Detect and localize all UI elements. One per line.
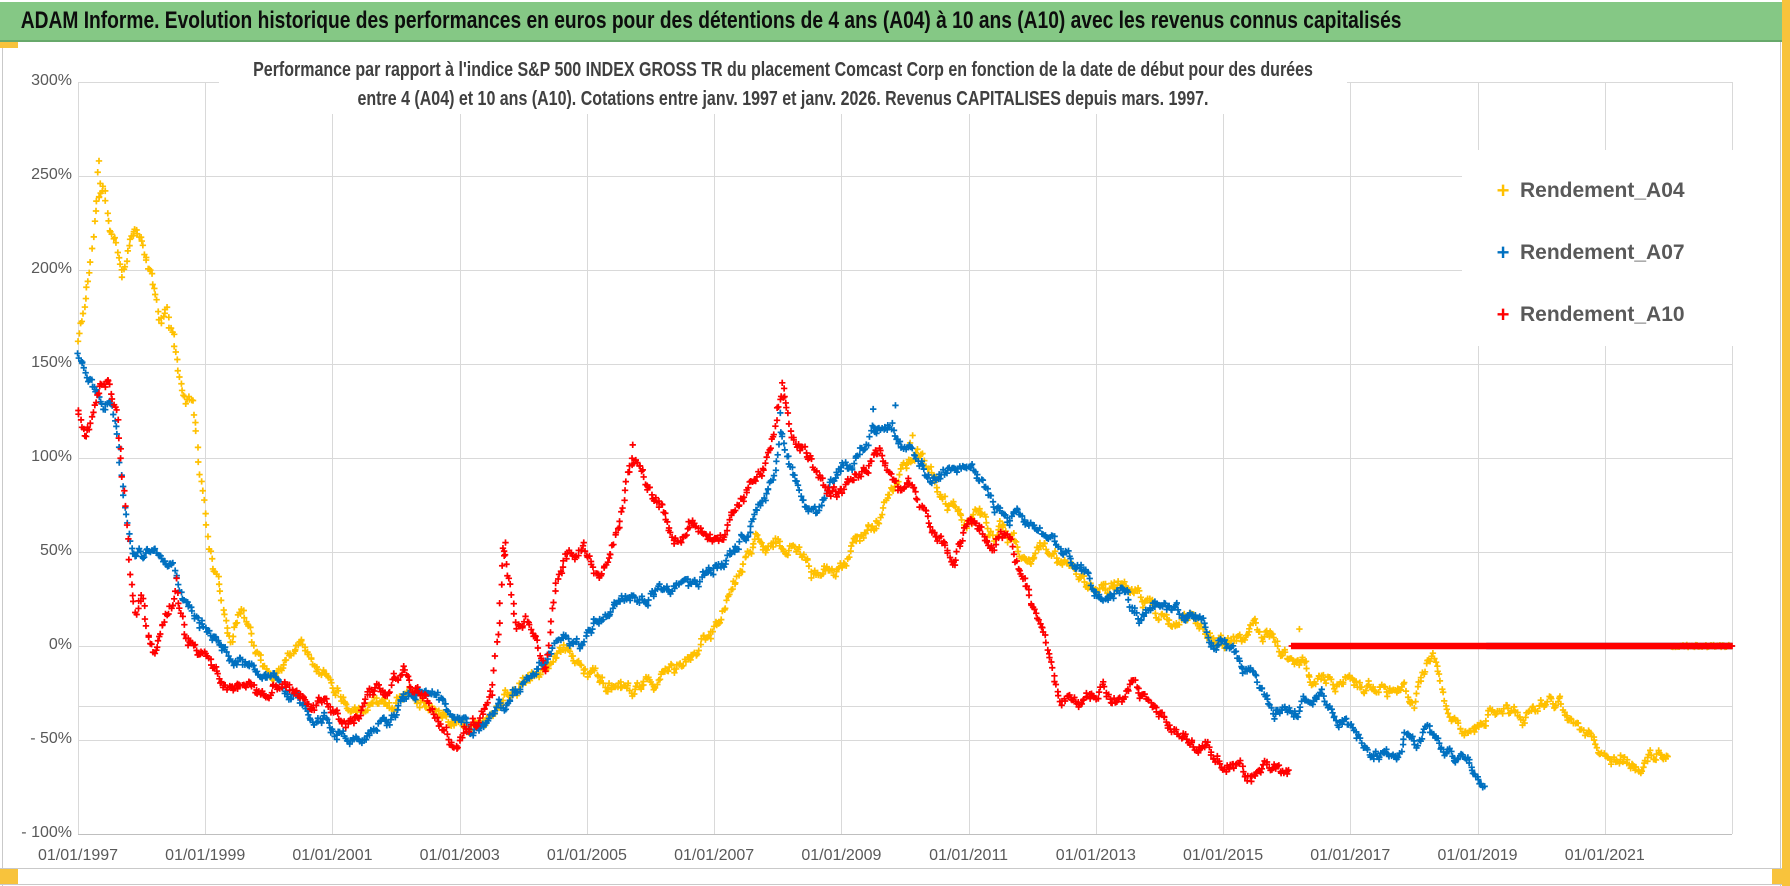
x-tick-label: 01/01/2009 [801,847,882,864]
x-tick-label: 01/01/1997 [37,847,119,864]
bottom-left-accent [0,869,18,884]
x-tick-label: 01/01/2005 [546,847,627,864]
x-tick-label: 01/01/2013 [1055,847,1136,864]
report-header-bar: ADAM Informe. Evolution historique des p… [0,0,1782,42]
legend-label: Rendement_A04 [1520,179,1685,202]
y-tick-label: 250% [31,166,72,183]
x-tick-label: 01/01/1999 [165,847,246,864]
plus-marker-icon: + [1496,240,1510,265]
top-left-accent [0,42,18,48]
y-tick-label: 0% [48,636,72,653]
chart-title-line2: entre 4 (A04) et 10 ans (A10). Cotations… [357,88,1209,110]
x-tick-label: 01/01/2011 [929,847,1009,864]
y-tick-label: - 100% [21,824,72,841]
legend-label: Rendement_A07 [1520,241,1685,264]
worksheet-bottom-line [0,868,1782,869]
x-tick-label: 01/01/2019 [1437,847,1518,864]
x-tick-label: 01/01/2007 [674,847,755,864]
plus-marker-icon: + [1496,178,1510,203]
x-tick-label: 01/01/2001 [292,847,373,864]
x-tick-label: 01/01/2003 [419,847,500,864]
chart-legend: + Rendement_A04 + Rendement_A07 + Rendement_A… [1462,150,1748,346]
legend-item-rendement_a07[interactable]: + Rendement_A07 [1492,236,1685,270]
y-tick-label: - 50% [30,730,72,747]
bottom-right-accent [1772,869,1790,884]
chart-title: Performance par rapport à l'indice S&P 5… [219,56,1347,114]
legend-item-rendement_a10[interactable]: + Rendement_A10 [1492,298,1685,332]
y-tick-label: 100% [31,448,72,465]
legend-label: Rendement_A10 [1520,303,1685,326]
right-border-accent [1782,0,1790,886]
x-tick-label: 01/01/2021 [1564,847,1645,864]
worksheet-bottom-line-2 [0,884,1782,885]
chart-title-line1: Performance par rapport à l'indice S&P 5… [253,59,1313,81]
y-tick-label: 200% [31,260,72,277]
x-tick-label: 01/01/2015 [1183,847,1264,864]
worksheet-left-edge-line [2,44,3,886]
worksheet-right-edge-line [1780,0,1781,886]
plus-marker-icon: + [1496,302,1510,327]
y-tick-label: 300% [31,72,72,89]
y-tick-label: 150% [31,354,72,371]
y-tick-label: 50% [39,542,72,559]
legend-item-rendement_a04[interactable]: + Rendement_A04 [1492,174,1685,208]
report-title: ADAM Informe. Evolution historique des p… [20,7,1402,34]
x-tick-label: 01/01/2017 [1310,847,1391,864]
